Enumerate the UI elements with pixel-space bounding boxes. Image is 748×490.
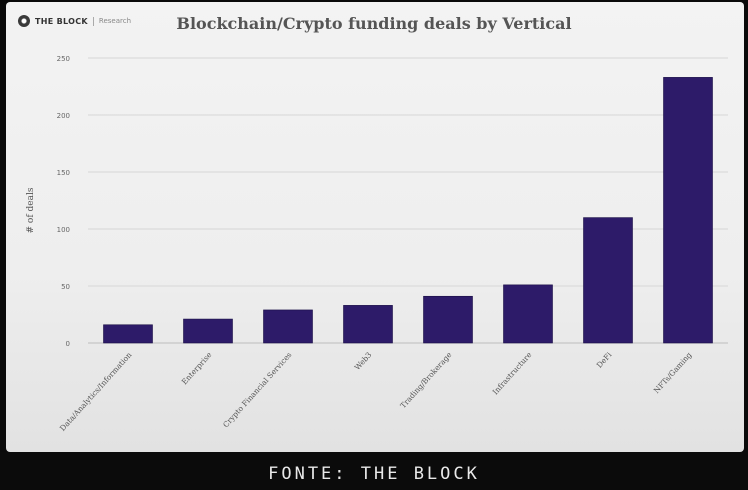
brand-divider bbox=[92, 16, 94, 26]
chart-title: Blockchain/Crypto funding deals by Verti… bbox=[176, 14, 572, 33]
x-tick-label: DeFi bbox=[595, 350, 614, 370]
bar bbox=[503, 284, 553, 344]
bar bbox=[583, 217, 633, 344]
x-tick-label: Web3 bbox=[353, 350, 374, 372]
y-tick-label: 200 bbox=[57, 112, 70, 120]
bar bbox=[343, 305, 393, 344]
y-tick-label: 50 bbox=[61, 283, 70, 291]
y-axis-label: # of deals bbox=[26, 187, 36, 233]
x-tick-label: NFTs/Gaming bbox=[652, 350, 694, 395]
y-tick-label: 150 bbox=[57, 169, 70, 177]
y-tick-label: 0 bbox=[66, 340, 70, 348]
caption-text: FONTE: THE BLOCK bbox=[268, 464, 480, 484]
bar bbox=[663, 77, 713, 344]
brand-name: THE BLOCK bbox=[35, 16, 88, 26]
bar bbox=[423, 295, 473, 344]
x-tick-label: Enterprise bbox=[180, 350, 214, 386]
bar bbox=[183, 318, 233, 344]
bar bbox=[103, 324, 153, 344]
caption-bar bbox=[0, 452, 748, 490]
x-tick-label: Crypto Financial Services bbox=[221, 350, 293, 429]
x-tick-label: Infrastructure bbox=[491, 350, 534, 397]
bar bbox=[263, 309, 313, 344]
brand-section: Research bbox=[98, 17, 131, 25]
brand-logo: THE BLOCK Research bbox=[18, 13, 131, 29]
y-tick-label: 100 bbox=[57, 226, 70, 234]
x-tick-label: Data/Analytics/Information bbox=[58, 350, 134, 433]
y-tick-label: 250 bbox=[57, 55, 70, 63]
bar-chart: 0 50 100 150 200 250 # of deals Data/Analytics/… bbox=[26, 55, 728, 433]
x-tick-label: Trading/Brokerage bbox=[398, 350, 453, 410]
brand-mark-icon bbox=[18, 15, 30, 27]
